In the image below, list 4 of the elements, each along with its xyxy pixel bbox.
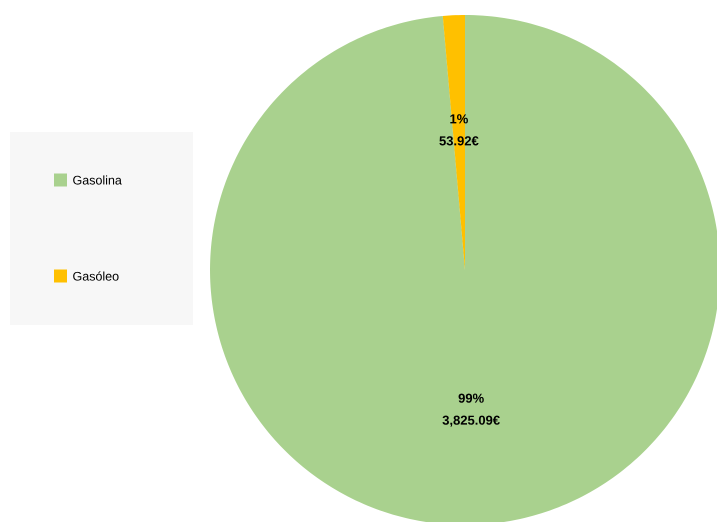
data-label: 3,825.09€ [442, 416, 500, 427]
text: 99% [458, 394, 484, 403]
legend-label: Gasóleo [73, 271, 119, 281]
legend-label: Gasolina [73, 175, 122, 185]
